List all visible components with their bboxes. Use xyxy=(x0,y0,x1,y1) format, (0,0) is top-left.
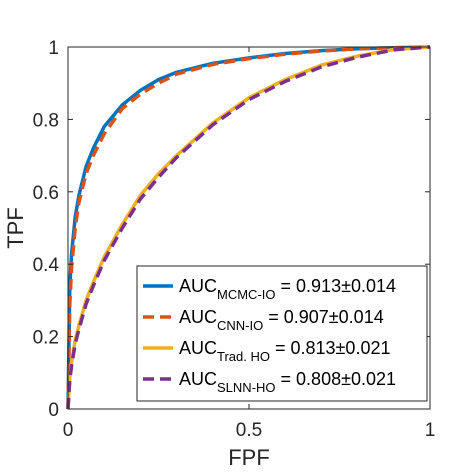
legend-entry-subscript: SLNN-HO xyxy=(217,380,276,395)
legend-entry-name: AUC xyxy=(179,307,217,327)
x-tick-label: 1 xyxy=(425,420,436,441)
legend-entry-3: AUCTrad. HO = 0.813±0.021 xyxy=(179,338,390,364)
y-tick-label: 0.8 xyxy=(33,110,59,131)
legend-entry-subscript: Trad. HO xyxy=(217,349,270,364)
x-tick-label: 0 xyxy=(63,420,74,441)
x-axis-label: FPF xyxy=(228,445,270,470)
y-axis-label: TPF xyxy=(3,207,28,249)
legend-box xyxy=(136,265,428,402)
y-tick-label: 0 xyxy=(48,400,59,421)
legend-entry-subscript: MCMC-IO xyxy=(217,287,276,302)
legend-entry-value: = 0.913±0.014 xyxy=(276,276,396,296)
legend-entry-2: AUCCNN-IO = 0.907±0.014 xyxy=(179,307,384,333)
legend-entry-name: AUC xyxy=(179,338,217,358)
axes: 0 0.5 1 0 0.2 0.4 0.6 0.8 1 FPF TPF xyxy=(3,38,435,470)
y-tick-label: 0.4 xyxy=(33,255,60,276)
series-line-4 xyxy=(66,45,431,410)
y-tick-label: 0.6 xyxy=(33,183,59,204)
legend-entry-value: = 0.808±0.021 xyxy=(276,369,396,389)
legend-entry-name: AUC xyxy=(179,276,217,296)
legend-entry-value: = 0.907±0.014 xyxy=(263,307,383,327)
legend-entry-name: AUC xyxy=(179,369,217,389)
legend-entry-4: AUCSLNN-HO = 0.808±0.021 xyxy=(179,369,396,395)
y-tick-label: 1 xyxy=(48,38,59,59)
legend-entry-1: AUCMCMC-IO = 0.913±0.014 xyxy=(179,276,396,302)
y-tick-label: 0.2 xyxy=(33,328,59,349)
x-tick-label: 0.5 xyxy=(236,420,262,441)
legend-entry-value: = 0.813±0.021 xyxy=(270,338,390,358)
legend-entry-subscript: CNN-IO xyxy=(217,318,263,333)
